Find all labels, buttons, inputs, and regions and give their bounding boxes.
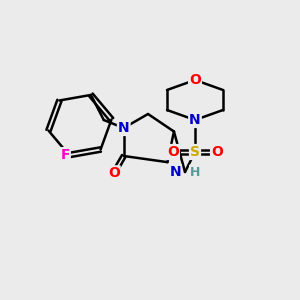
Text: O: O	[167, 145, 179, 159]
Text: N: N	[189, 113, 201, 127]
Text: O: O	[108, 166, 120, 180]
Text: F: F	[60, 148, 70, 162]
Text: S: S	[190, 145, 200, 159]
Text: N: N	[169, 165, 181, 179]
Text: O: O	[211, 145, 223, 159]
Text: N: N	[118, 121, 130, 135]
Text: O: O	[189, 73, 201, 87]
Text: H: H	[190, 166, 200, 178]
